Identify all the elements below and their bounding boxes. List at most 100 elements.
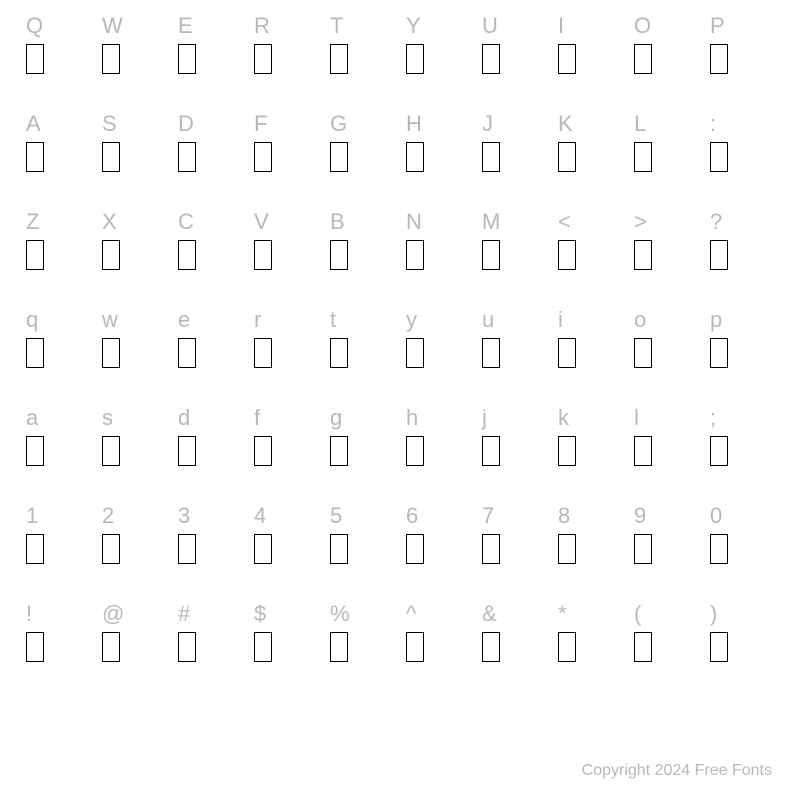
char-label: %	[324, 598, 400, 630]
glyph-box	[254, 240, 272, 270]
char-label: H	[400, 108, 476, 140]
glyph-box	[102, 436, 120, 466]
char-label: :	[704, 108, 780, 140]
glyph-cell	[172, 630, 248, 672]
glyph-cell	[476, 630, 552, 672]
char-label: #	[172, 598, 248, 630]
glyph-cell	[628, 434, 704, 476]
glyph-cell	[552, 336, 628, 378]
char-label: i	[552, 304, 628, 336]
row-group-2: Z X C V B N M < > ?	[20, 206, 780, 280]
char-label: !	[20, 598, 96, 630]
glyph-box	[710, 534, 728, 564]
glyph-box	[710, 44, 728, 74]
char-label: F	[248, 108, 324, 140]
glyph-cell	[704, 42, 780, 84]
char-label: &	[476, 598, 552, 630]
glyph-cell	[324, 140, 400, 182]
glyph-box	[558, 338, 576, 368]
glyph-box	[330, 338, 348, 368]
glyph-box	[102, 240, 120, 270]
glyph-cell	[704, 336, 780, 378]
char-label: a	[20, 402, 96, 434]
glyph-box	[634, 240, 652, 270]
glyph-cell	[704, 140, 780, 182]
char-label: ?	[704, 206, 780, 238]
char-label: q	[20, 304, 96, 336]
glyph-box	[26, 142, 44, 172]
label-row-6: ! @ # $ % ^ & * ( )	[20, 598, 780, 630]
glyph-row-4	[20, 434, 780, 476]
glyph-cell	[476, 238, 552, 280]
glyph-cell	[248, 238, 324, 280]
glyph-box	[102, 44, 120, 74]
glyph-cell	[20, 532, 96, 574]
glyph-box	[406, 436, 424, 466]
char-label: S	[96, 108, 172, 140]
char-label: <	[552, 206, 628, 238]
glyph-row-2	[20, 238, 780, 280]
glyph-cell	[324, 434, 400, 476]
glyph-cell	[400, 336, 476, 378]
glyph-cell	[476, 42, 552, 84]
char-label: w	[96, 304, 172, 336]
glyph-cell	[20, 238, 96, 280]
label-row-0: Q W E R T Y U I O P	[20, 10, 780, 42]
glyph-cell	[704, 532, 780, 574]
glyph-cell	[172, 42, 248, 84]
glyph-box	[178, 44, 196, 74]
glyph-cell	[248, 140, 324, 182]
glyph-cell	[704, 238, 780, 280]
glyph-box	[710, 240, 728, 270]
glyph-row-6	[20, 630, 780, 672]
char-label: ^	[400, 598, 476, 630]
glyph-box	[710, 338, 728, 368]
char-label: U	[476, 10, 552, 42]
glyph-box	[710, 142, 728, 172]
glyph-box	[254, 338, 272, 368]
char-label: 9	[628, 500, 704, 532]
char-label: >	[628, 206, 704, 238]
glyph-box	[330, 44, 348, 74]
glyph-box	[102, 534, 120, 564]
glyph-cell	[476, 336, 552, 378]
row-group-0: Q W E R T Y U I O P	[20, 10, 780, 84]
glyph-box	[558, 632, 576, 662]
glyph-row-0	[20, 42, 780, 84]
glyph-cell	[172, 140, 248, 182]
row-group-6: ! @ # $ % ^ & * ( )	[20, 598, 780, 672]
glyph-box	[406, 240, 424, 270]
glyph-box	[254, 632, 272, 662]
copyright-text: Copyright 2024 Free Fonts	[582, 762, 772, 780]
label-row-1: A S D F G H J K L :	[20, 108, 780, 140]
char-label: D	[172, 108, 248, 140]
glyph-box	[406, 534, 424, 564]
glyph-box	[26, 436, 44, 466]
char-label: (	[628, 598, 704, 630]
glyph-cell	[552, 630, 628, 672]
glyph-box	[26, 632, 44, 662]
char-label: @	[96, 598, 172, 630]
glyph-box	[406, 44, 424, 74]
glyph-cell	[324, 238, 400, 280]
glyph-box	[482, 436, 500, 466]
char-label: R	[248, 10, 324, 42]
glyph-box	[482, 534, 500, 564]
glyph-box	[102, 142, 120, 172]
row-group-5: 1 2 3 4 5 6 7 8 9 0	[20, 500, 780, 574]
glyph-box	[178, 142, 196, 172]
row-group-4: a s d f g h j k l ;	[20, 402, 780, 476]
glyph-cell	[172, 336, 248, 378]
char-label: 6	[400, 500, 476, 532]
glyph-cell	[96, 42, 172, 84]
glyph-cell	[400, 630, 476, 672]
glyph-cell	[96, 238, 172, 280]
glyph-box	[558, 142, 576, 172]
glyph-cell	[96, 630, 172, 672]
glyph-cell	[324, 532, 400, 574]
glyph-cell	[628, 140, 704, 182]
glyph-box	[482, 44, 500, 74]
glyph-cell	[552, 434, 628, 476]
glyph-cell	[172, 434, 248, 476]
glyph-box	[102, 632, 120, 662]
